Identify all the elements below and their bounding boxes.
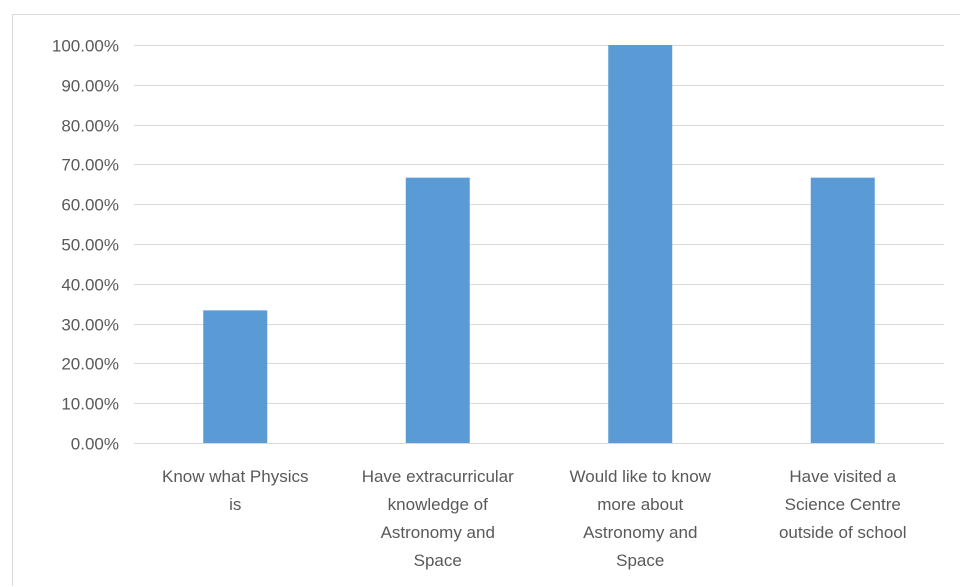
y-tick-label: 70.00% <box>61 156 119 175</box>
chart-frame: 0.00% 10.00% 20.00% 30.00% 40.00% 50.00% 60.00… <box>12 14 960 586</box>
y-tick-label: 60.00% <box>61 196 119 215</box>
x-tick-label-line: Astronomy and <box>381 523 495 542</box>
x-tick-label-line: knowledge of <box>388 495 488 514</box>
x-tick-label-line: Would like to know <box>570 467 712 486</box>
y-axis-tick-labels: 0.00% 10.00% 20.00% 30.00% 40.00% 50.00% 60.00… <box>52 37 119 454</box>
bars <box>203 45 875 444</box>
y-tick-label: 40.00% <box>61 276 119 295</box>
bar <box>203 310 268 443</box>
x-tick-label-line: Astronomy and <box>583 523 697 542</box>
x-tick-label: Have visited a Science Centre outside of s… <box>779 467 907 542</box>
bar <box>405 177 470 444</box>
gridlines <box>134 45 944 404</box>
x-tick-label-line: outside of school <box>779 523 907 542</box>
x-tick-label-line: Space <box>616 551 664 570</box>
y-tick-label: 100.00% <box>52 37 119 56</box>
x-tick-label: Have extracurricular knowledge of Astronom… <box>362 467 514 570</box>
x-tick-label-line: Space <box>414 551 462 570</box>
y-tick-label: 90.00% <box>61 77 119 96</box>
bar <box>608 45 673 443</box>
x-tick-label-line: is <box>229 495 241 514</box>
y-tick-label: 30.00% <box>61 316 119 335</box>
x-tick-label-line: Have visited a <box>789 467 896 486</box>
x-tick-label-line: Science Centre <box>785 495 901 514</box>
x-tick-label-line: more about <box>597 495 683 514</box>
y-tick-label: 10.00% <box>61 395 119 414</box>
x-tick-label-line: Have extracurricular <box>362 467 514 486</box>
y-tick-label: 50.00% <box>61 236 119 255</box>
bar-chart: 0.00% 10.00% 20.00% 30.00% 40.00% 50.00% 60.00… <box>52 37 944 570</box>
bar <box>810 177 875 444</box>
y-tick-label: 0.00% <box>71 435 119 454</box>
x-tick-label-line: Know what Physics <box>162 467 308 486</box>
y-tick-label: 80.00% <box>61 117 119 136</box>
x-tick-label: Know what Physics is <box>162 467 308 514</box>
y-tick-label: 20.00% <box>61 355 119 374</box>
x-tick-label: Would like to know more about Astronomy an… <box>570 467 712 570</box>
x-axis-category-labels: Know what Physics is Have extracurricular k… <box>162 467 907 570</box>
